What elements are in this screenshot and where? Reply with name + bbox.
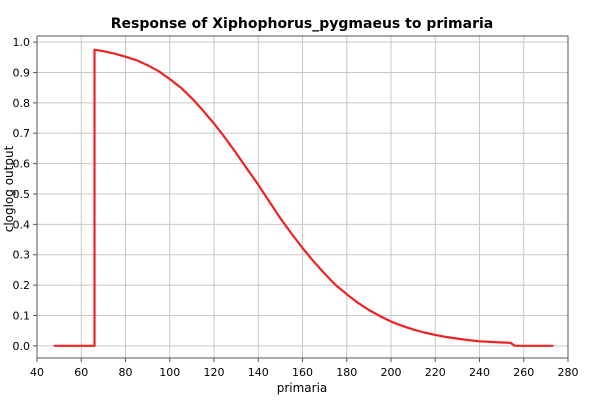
- x-tick-label: 260: [513, 366, 534, 379]
- x-tick-label: 200: [381, 366, 402, 379]
- x-tick-label: 180: [336, 366, 357, 379]
- x-tick-label: 140: [248, 366, 269, 379]
- x-axis-label: primaria: [277, 381, 328, 395]
- y-axis-ticks: 0.0 0.1 0.2 0.3 0.4 0.5 0.6 0.7 0.8 0.9 1.0: [13, 36, 37, 353]
- x-tick-label: 80: [119, 366, 133, 379]
- y-tick-label: 0.9: [13, 66, 31, 79]
- chart-title: Response of Xiphophorus_pygmaeus to prim…: [111, 16, 493, 32]
- x-tick-label: 120: [204, 366, 225, 379]
- series-layer: [53, 48, 554, 347]
- x-tick-label: 40: [30, 366, 44, 379]
- y-tick-label: 0.6: [13, 158, 31, 171]
- series-line-response: [53, 48, 554, 347]
- x-tick-label: 220: [425, 366, 446, 379]
- y-tick-label: 0.4: [13, 218, 31, 231]
- y-axis-label: cloglog output: [2, 145, 16, 232]
- y-tick-label: 0.7: [13, 127, 31, 140]
- y-tick-label: 1.0: [13, 36, 31, 49]
- x-tick-label: 240: [469, 366, 490, 379]
- y-tick-label: 0.5: [13, 188, 31, 201]
- x-tick-label: 160: [292, 366, 313, 379]
- y-tick-label: 0.0: [13, 340, 31, 353]
- x-tick-label: 280: [558, 366, 579, 379]
- x-axis-ticks: 40 60 80 100 120 140 160 180 200 220 240 260 280: [30, 358, 579, 379]
- x-tick-label: 100: [159, 366, 180, 379]
- y-tick-label: 0.3: [13, 249, 31, 262]
- y-tick-label: 0.8: [13, 97, 31, 110]
- x-tick-label: 60: [74, 366, 88, 379]
- y-tick-label: 0.1: [13, 309, 31, 322]
- y-tick-label: 0.2: [13, 279, 31, 292]
- plot-frame: [36, 35, 569, 359]
- grid: [36, 36, 569, 358]
